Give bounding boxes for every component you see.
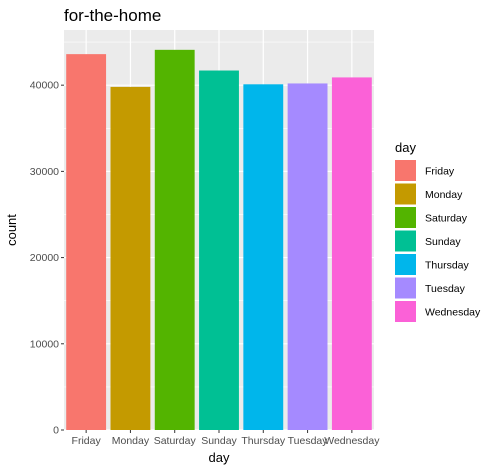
y-tick-label: 10000 — [30, 338, 59, 350]
legend-title: day — [395, 140, 416, 155]
legend-label: Tuesday — [425, 283, 466, 295]
legend-key — [395, 183, 416, 205]
x-tick-label: Wednesday — [324, 435, 380, 447]
x-tick-label: Sunday — [201, 435, 237, 447]
bar-thursday — [243, 84, 284, 430]
y-tick-label: 20000 — [30, 252, 59, 264]
y-axis-title: count — [4, 214, 19, 246]
legend-label: Wednesday — [425, 307, 481, 319]
legend-key — [395, 160, 416, 181]
x-tick-label: Friday — [72, 435, 102, 447]
chart-title: for-the-home — [64, 6, 161, 25]
bar-sunday — [199, 70, 239, 430]
legend-key — [395, 207, 416, 228]
legend: day Friday Monday Saturday Sunday Thursday Tu… — [395, 140, 481, 322]
x-tick-label: Tuesday — [288, 435, 329, 447]
bar-monday — [110, 86, 151, 431]
bar-friday — [66, 54, 107, 430]
legend-items: Friday Monday Saturday Sunday Thursday Tuesda… — [395, 160, 481, 322]
bars — [66, 49, 372, 431]
bar-saturday — [154, 49, 195, 431]
x-tick-label: Monday — [112, 435, 150, 447]
legend-label: Saturday — [425, 213, 468, 225]
y-axis-ticks: 0 10000 20000 30000 40000 — [30, 80, 64, 437]
legend-label: Sunday — [425, 236, 461, 248]
legend-label: Friday — [425, 166, 455, 178]
legend-key — [395, 301, 416, 322]
y-tick-label: 0 — [53, 425, 59, 437]
x-tick-label: Saturday — [154, 435, 197, 447]
legend-key — [395, 277, 416, 299]
y-tick-label: 30000 — [30, 166, 59, 178]
x-axis-ticks: Friday Monday Saturday Sunday Thursday Tuesda… — [72, 430, 380, 447]
legend-key — [395, 230, 416, 252]
x-tick-label: Thursday — [241, 435, 286, 447]
legend-key — [395, 254, 416, 275]
bar-tuesday — [287, 83, 328, 430]
legend-label: Thursday — [425, 260, 470, 272]
legend-label: Monday — [425, 189, 463, 201]
bar-wednesday — [331, 77, 372, 431]
y-tick-label: 40000 — [30, 80, 59, 92]
x-axis-title: day — [209, 450, 230, 465]
